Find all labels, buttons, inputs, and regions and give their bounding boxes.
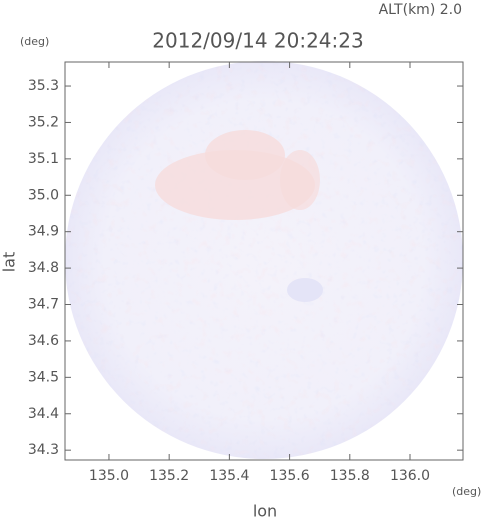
radar-field [65, 61, 463, 459]
y-unit: (deg) [20, 35, 49, 48]
y-tick-label: 34.8 [28, 260, 59, 276]
y-tick-label: 34.9 [28, 224, 59, 240]
x-tick-label: 135.2 [149, 468, 189, 484]
y-axis-label: lat [0, 252, 19, 273]
y-tick-label: 34.7 [28, 297, 59, 313]
y-tick-label: 35.0 [28, 187, 59, 203]
y-tick-label: 34.4 [28, 406, 59, 422]
x-tick-label: 136.0 [390, 468, 430, 484]
x-tick-label: 135.8 [330, 468, 370, 484]
x-tick-label: 135.6 [270, 468, 310, 484]
y-tick-label: 35.1 [28, 151, 59, 167]
y-tick-label: 34.6 [28, 333, 59, 349]
y-tick-label: 34.5 [28, 369, 59, 385]
x-tick-label: 135.0 [89, 468, 129, 484]
annotation: ALT(km) 2.0 [379, 2, 462, 18]
y-tick-label: 35.2 [28, 114, 59, 130]
y-tick-label: 35.3 [28, 78, 59, 94]
y-tick-label: 34.3 [28, 442, 59, 458]
x-unit: (deg) [452, 485, 481, 498]
plot-frame [64, 61, 464, 461]
chart-title: 2012/09/14 20:24:23 [152, 29, 363, 53]
x-axis-label: lon [253, 502, 277, 521]
x-tick-label: 135.4 [209, 468, 249, 484]
